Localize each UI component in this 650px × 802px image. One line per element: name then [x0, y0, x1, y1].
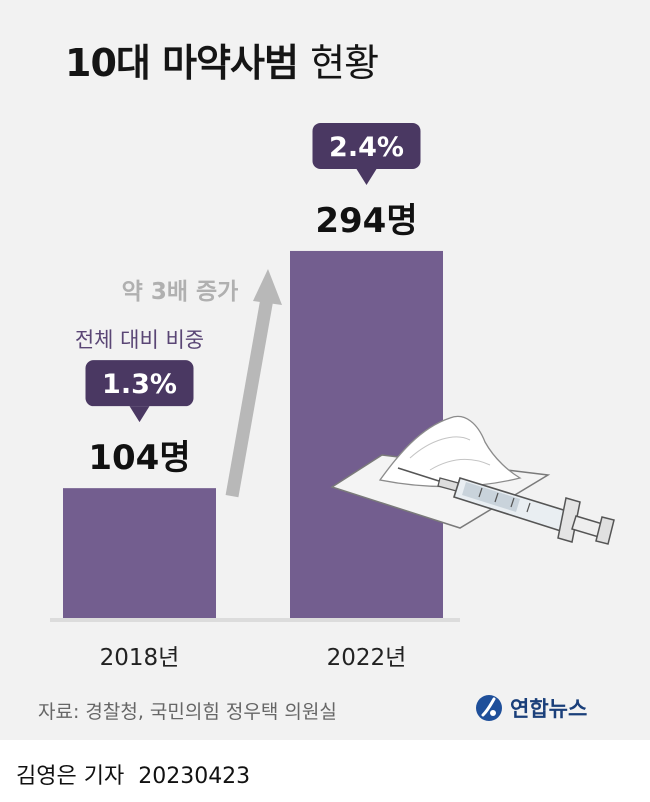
bars [63, 250, 443, 619]
share-callouts: 1.3% 전체 대비 비중 2.4% [75, 122, 421, 423]
value-label: 294명 [315, 201, 417, 241]
yonhap-logo: 연합뉴스 [474, 688, 634, 728]
logo-text: 연합뉴스 [510, 697, 588, 721]
category-label: 2022년 [327, 645, 407, 671]
share-bubble-pointer [356, 168, 377, 185]
chart-floor [50, 618, 460, 622]
title-light: 현황 [310, 41, 379, 85]
syringe-icon [397, 467, 615, 545]
arrow-shaft [225, 291, 275, 498]
publish-date: 20230423 [138, 764, 251, 789]
share-caption: 전체 대비 비중 [75, 328, 204, 352]
title-bold: 10대 마약사범 [65, 41, 299, 85]
yonhap-logo-icon [476, 695, 502, 721]
increase-arrow: 약 3배 증가 [122, 268, 282, 498]
source-note: 자료: 경찰청, 국민의힘 정우택 의원실 [38, 701, 337, 723]
arrow-head [253, 268, 282, 305]
bar-labels: 104명 294명 [88, 201, 417, 478]
chart-floor-line [50, 618, 460, 622]
share-bubble-pointer [129, 406, 150, 423]
share-callout: 2.4% [312, 122, 421, 185]
share-label: 2.4% [329, 132, 404, 163]
bar-1 [63, 488, 216, 618]
byline: 김영은 기자 20230423 [16, 758, 250, 790]
bar-2 [290, 250, 443, 619]
share-callout: 1.3% [85, 360, 194, 423]
chart-title: 10대 마약사범 현황 [65, 32, 379, 87]
syringe-powder-illustration [330, 415, 615, 545]
share-label: 1.3% [102, 369, 177, 400]
category-labels: 2018년 2022년 [100, 645, 407, 671]
category-label: 2018년 [100, 645, 180, 671]
share-bubble [85, 360, 194, 407]
share-bubble [312, 122, 421, 169]
value-label: 104명 [88, 438, 190, 478]
increase-annotation: 약 3배 증가 [122, 279, 239, 305]
reporter-name: 김영은 기자 [16, 764, 125, 789]
